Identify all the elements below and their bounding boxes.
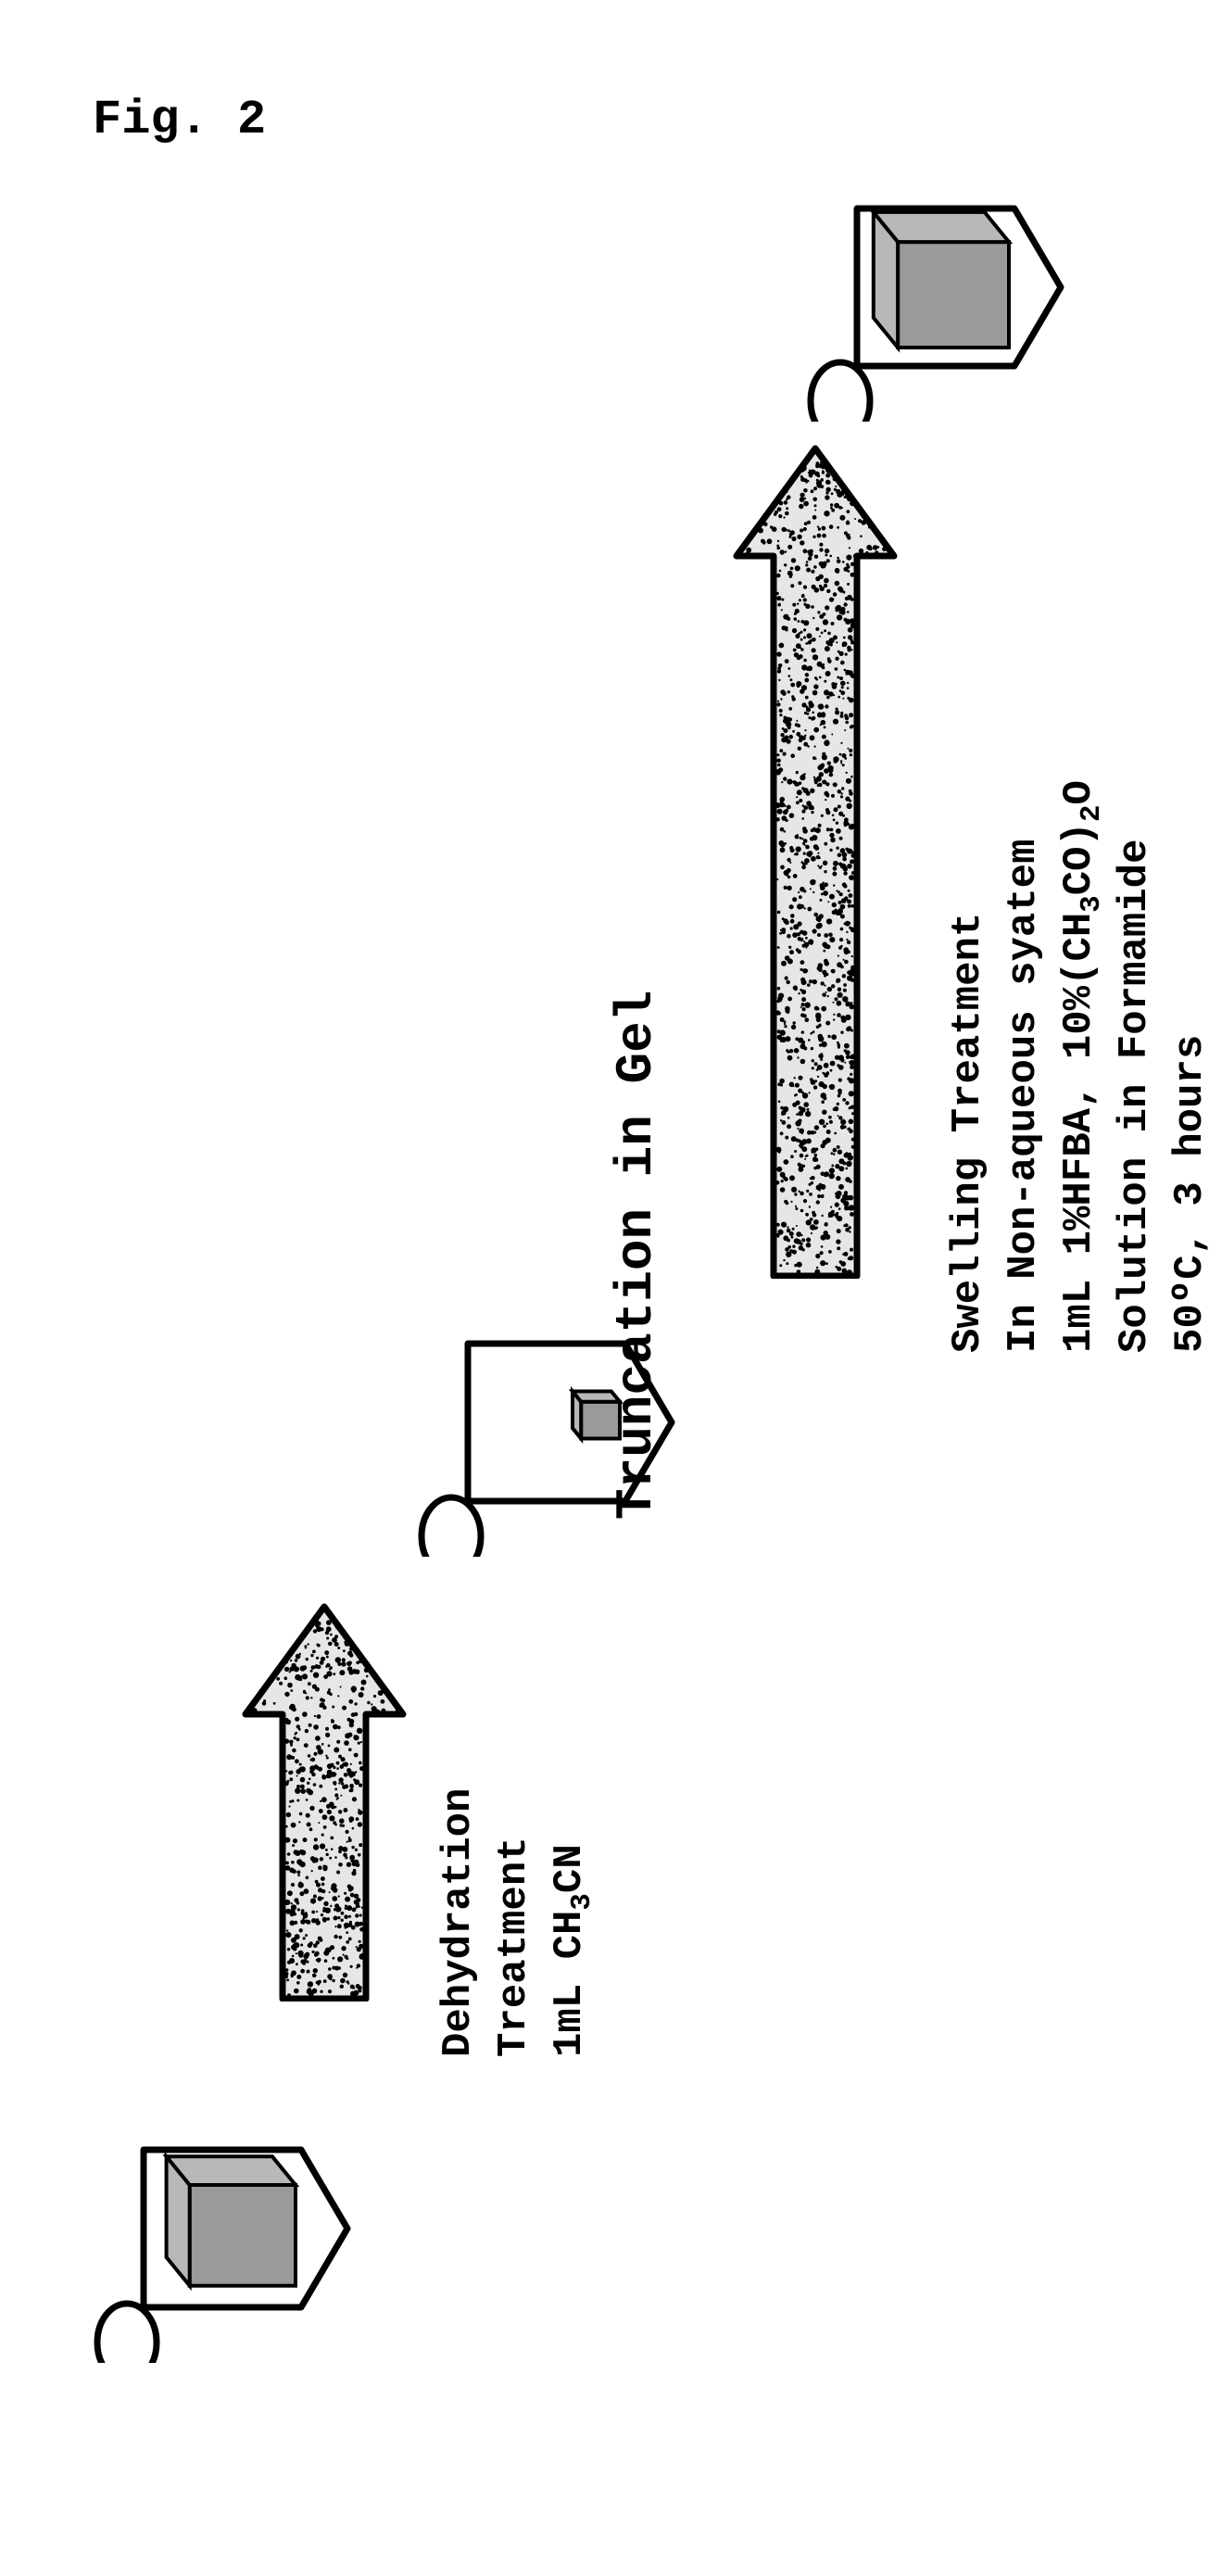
step1-line1: Dehydration	[435, 1788, 482, 2057]
step2-line4: Solution in Formamide	[1112, 840, 1158, 1354]
tube-3	[806, 199, 1084, 422]
arrow-dehydration	[241, 1603, 408, 2001]
figure-label: Fig. 2	[93, 93, 266, 147]
step1-line3: 1mL CH3CN	[547, 1844, 598, 2057]
arrow-swelling	[732, 445, 899, 1279]
tube-1	[93, 2140, 371, 2363]
tube-2	[417, 1334, 695, 1557]
step2-line5: 50ºC, 3 hours	[1167, 1035, 1209, 1353]
step1-line2: Treatment	[491, 1837, 537, 2057]
step2-line1: Swelling Treatment	[945, 913, 991, 1353]
step2-line3: 1mL 1%HFBA, 10%(CH3CO)2O	[1056, 780, 1108, 1353]
step2-line2: In Non-aqueous syatem	[1001, 840, 1047, 1354]
